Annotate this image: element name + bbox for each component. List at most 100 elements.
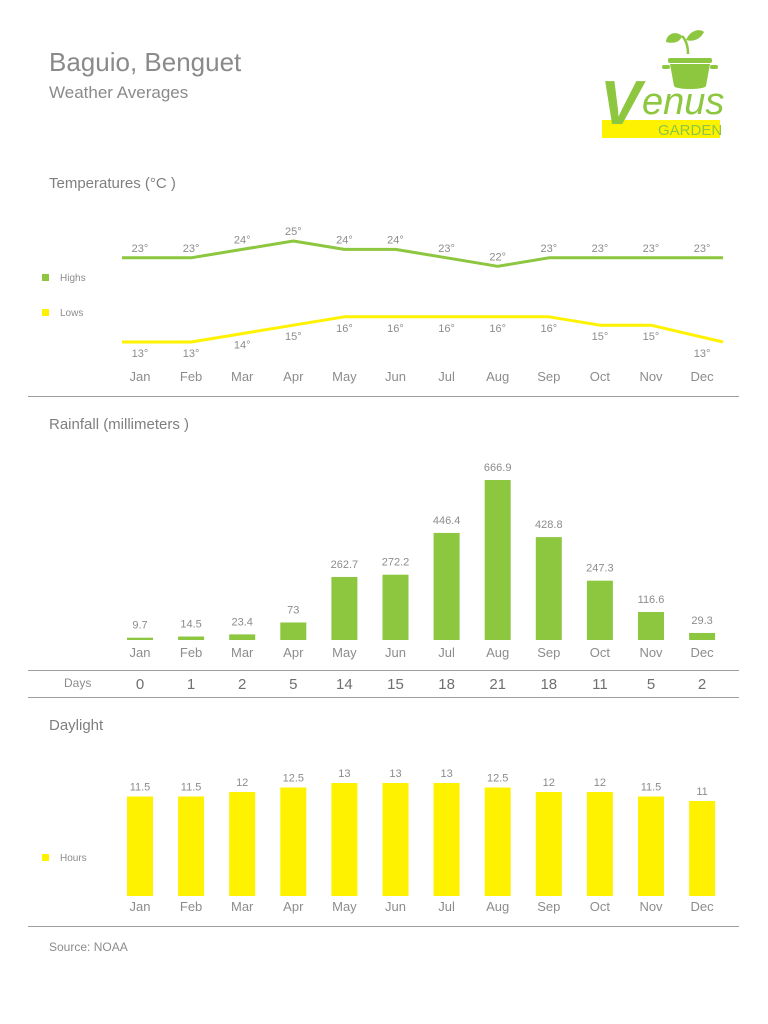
daylight-value-label-2: 12: [236, 777, 248, 789]
daylight-bar-6: [433, 783, 460, 896]
rain-month-label-4: May: [332, 645, 357, 660]
days-row-label: Days: [64, 676, 91, 690]
temp-month-label-8: Sep: [537, 369, 560, 384]
days-value-0: 0: [136, 676, 144, 693]
daylight-value-label-10: 11.5: [641, 782, 662, 794]
daylight-bar-2: [229, 792, 256, 896]
temp-month-label-11: Dec: [691, 369, 715, 384]
temp-label-lows-6: 16°: [438, 323, 455, 335]
rain-value-label-10: 116.6: [638, 594, 665, 606]
rain-value-label-5: 272.2: [382, 557, 410, 569]
daylight-bar-7: [484, 787, 511, 896]
logo-word: enus: [642, 81, 724, 123]
daylight-bar-4: [331, 783, 358, 896]
daylight-value-label-8: 12: [543, 777, 555, 789]
daylight-value-label-4: 13: [338, 768, 350, 780]
rain-bar-6: [433, 532, 460, 640]
temp-label-lows-3: 15°: [285, 331, 302, 343]
logo-subword: GARDEN: [658, 122, 722, 139]
rain-value-label-1: 14.5: [180, 619, 201, 631]
rain-month-label-8: Sep: [537, 645, 560, 660]
rain-bar-11: [689, 632, 716, 640]
rain-month-label-9: Oct: [590, 645, 611, 660]
page-subtitle: Weather Averages: [49, 83, 189, 102]
rain-month-label-11: Dec: [691, 645, 715, 660]
days-value-2: 2: [238, 676, 246, 693]
rain-bar-10: [638, 612, 664, 640]
daylight-bar-8: [535, 792, 562, 896]
daylight-month-label-1: Feb: [180, 899, 202, 914]
series-line-lows: [122, 315, 724, 344]
daylight-month-label-2: Mar: [231, 899, 254, 914]
temp-label-lows-7: 16°: [489, 323, 506, 335]
days-value-6: 18: [438, 676, 455, 693]
temp-month-label-1: Feb: [180, 369, 202, 384]
temp-month-label-4: May: [332, 369, 357, 384]
daylight-value-label-3: 12.5: [283, 773, 304, 785]
divider-rainfall: [28, 670, 739, 671]
divider-temperatures: [28, 396, 739, 397]
daylight-bar-1: [178, 796, 205, 896]
legend-swatch-highs: [42, 274, 49, 281]
daylight-chart: 11.5 11.5 12 12.5 13 13 13 12.5 12 12 11.5 11 Jan Feb…: [42, 768, 716, 914]
legend-label-hours: Hours: [60, 853, 87, 864]
rain-value-label-6: 446.4: [433, 515, 461, 527]
rain-bar-5: [382, 574, 409, 640]
rain-month-label-3: Apr: [283, 645, 304, 660]
page-title: Baguio, Benguet: [49, 47, 242, 77]
temp-label-highs-9: 23°: [592, 243, 609, 255]
temp-label-highs-8: 23°: [540, 243, 557, 255]
temp-label-lows-5: 16°: [387, 323, 404, 335]
legend-swatch-lows: [42, 309, 49, 316]
legend-label-highs: Highs: [60, 273, 86, 284]
days-value-1: 1: [187, 676, 195, 693]
rain-value-label-2: 23.4: [231, 616, 252, 628]
temp-label-highs-7: 22°: [489, 251, 506, 263]
daylight-bar-5: [382, 783, 409, 896]
rain-month-label-5: Jun: [385, 645, 406, 660]
daylight-bar-11: [689, 801, 716, 896]
venus-garden-logo: V enus GARDEN: [596, 28, 736, 144]
rainfall-section-title: Rainfall (millimeters ): [49, 416, 190, 433]
rain-value-label-0: 9.7: [132, 620, 147, 632]
divider-daylight: [28, 926, 739, 927]
temperatures-section-title: Temperatures (°C ): [49, 175, 176, 192]
rain-value-label-7: 666.9: [484, 462, 512, 474]
rain-value-label-4: 262.7: [331, 559, 359, 571]
days-value-11: 2: [698, 676, 706, 693]
legend-label-lows: Lows: [60, 308, 83, 319]
temp-label-lows-9: 15°: [592, 331, 609, 343]
temp-month-label-9: Oct: [590, 369, 611, 384]
temp-label-highs-5: 24°: [387, 234, 404, 246]
temp-label-highs-1: 23°: [183, 243, 200, 255]
days-value-10: 5: [647, 676, 655, 693]
rain-value-label-11: 29.3: [691, 615, 712, 627]
temp-label-lows-11: 13°: [694, 348, 711, 360]
daylight-value-label-0: 11.5: [130, 782, 151, 794]
rain-bar-4: [331, 576, 358, 640]
rain-bar-2: [229, 634, 256, 640]
temp-label-lows-8: 16°: [540, 323, 557, 335]
daylight-value-label-1: 11.5: [181, 782, 202, 794]
days-value-8: 18: [540, 676, 557, 693]
rain-month-label-6: Jul: [438, 645, 455, 660]
rain-value-label-9: 247.3: [586, 563, 614, 575]
rain-month-label-2: Mar: [231, 645, 254, 660]
daylight-value-label-7: 12.5: [487, 773, 508, 785]
source-note: Source: NOAA: [49, 940, 128, 954]
logo-initial: V: [600, 69, 646, 138]
daylight-value-label-11: 11: [696, 786, 707, 798]
rain-bar-0: [127, 637, 153, 640]
legend-swatch-hours: [42, 854, 49, 861]
temp-label-highs-6: 23°: [438, 243, 455, 255]
daylight-month-label-7: Aug: [486, 899, 509, 914]
daylight-value-label-5: 13: [389, 768, 401, 780]
rain-bar-3: [280, 622, 307, 640]
temp-month-label-10: Nov: [639, 369, 663, 384]
days-value-3: 5: [289, 676, 297, 693]
days-value-9: 11: [592, 676, 608, 693]
divider-days: [28, 697, 739, 698]
days-value-4: 14: [336, 676, 353, 693]
daylight-month-label-3: Apr: [283, 899, 304, 914]
rain-bar-7: [484, 480, 511, 640]
